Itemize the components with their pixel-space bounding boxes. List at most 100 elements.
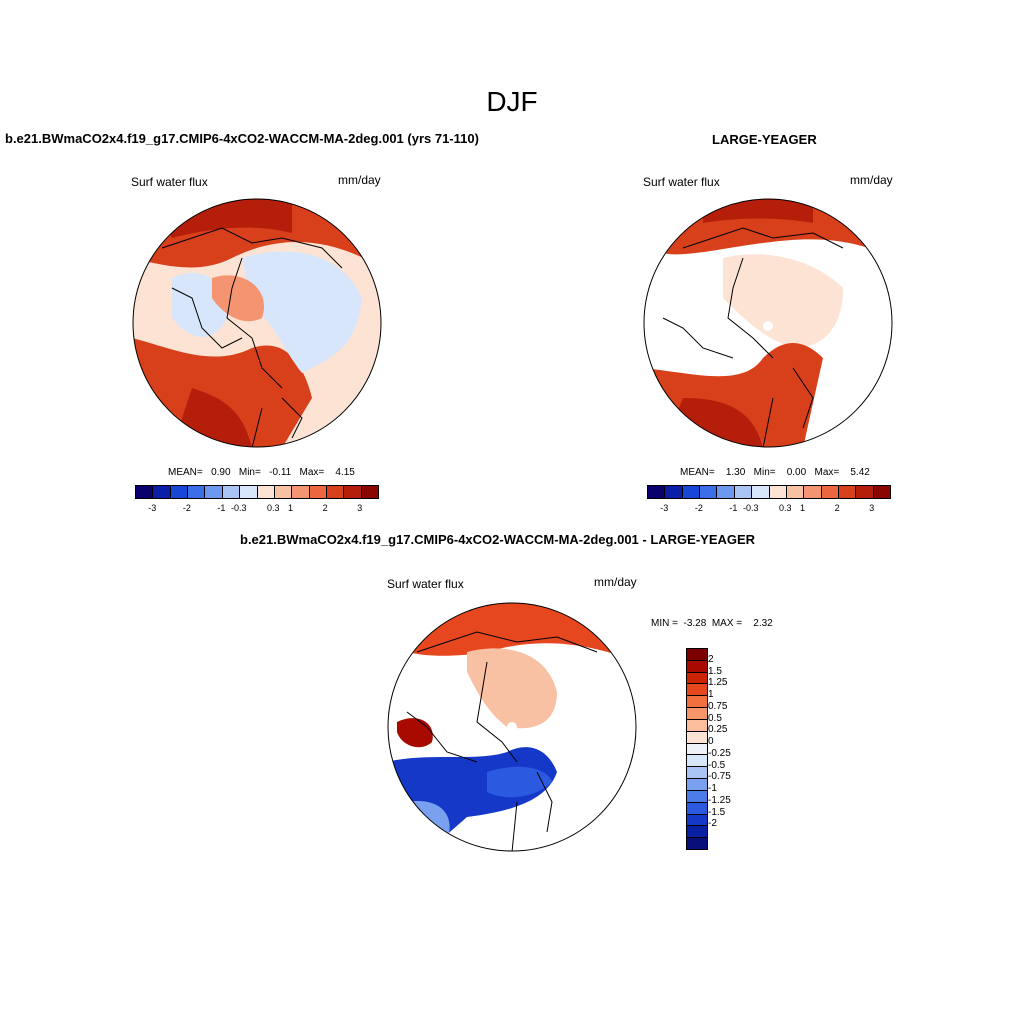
diff-colorbar-swatch	[687, 779, 707, 791]
model-colorbar	[135, 485, 379, 499]
diff-colorbar-swatch	[687, 708, 707, 720]
diff-colorbar-tick-label: -1.25	[708, 794, 731, 806]
diff-colorbar-swatch	[687, 719, 707, 732]
model-colorbar-tick-label: -1	[217, 503, 226, 513]
obs-colorbar-tick-label: -2	[694, 503, 703, 513]
obs-colorbar-swatch	[682, 486, 701, 498]
obs-colorbar-tick-label: 0.3	[779, 503, 792, 513]
diff-colorbar-swatch	[687, 743, 707, 756]
obs-arctic-light	[723, 254, 843, 348]
model-map	[132, 198, 382, 448]
diff-canada-peak	[397, 718, 433, 748]
diff-colorbar-tick-label: 0	[708, 736, 714, 748]
obs-colorbar-swatch	[786, 486, 805, 498]
diff-colorbar-swatch	[687, 790, 707, 803]
obs-coastline-greenland	[727, 257, 774, 359]
obs-colorbar-swatch	[873, 486, 891, 498]
obs-map	[643, 198, 893, 448]
obs-colorbar-swatch	[821, 486, 839, 498]
diff-colorbar-swatch	[687, 755, 707, 768]
diff-colorbar-swatch	[687, 826, 707, 839]
diff-colorbar-tick-label: 0.5	[708, 712, 722, 724]
diff-colorbar-swatch	[687, 802, 707, 815]
diff-coastline-north	[416, 631, 598, 653]
model-colorbar-swatch	[153, 486, 171, 498]
model-colorbar-swatch	[222, 486, 241, 498]
diff-colorbar-swatch	[687, 731, 707, 744]
obs-coastline-north	[682, 227, 844, 249]
diff-colorbar-tick-label: -1	[708, 783, 717, 795]
obs-colorbar-tick-label: -3	[660, 503, 669, 513]
obs-colorbar-swatch	[856, 486, 874, 498]
diff-colorbar-tick-label: -2	[708, 818, 717, 830]
model-colorbar-swatch	[344, 486, 362, 498]
model-colorbar-tick-label: -0.3	[230, 503, 247, 513]
diff-colorbar-tick-label: -1.5	[708, 806, 726, 818]
diff-colorbar-swatch	[687, 684, 707, 697]
model-colorbar-swatch	[361, 486, 379, 498]
obs-variable-label: Surf water flux	[643, 175, 720, 189]
diff-colorbar-tick-label: 1	[708, 689, 714, 701]
obs-colorbar-tick-label: -1	[729, 503, 738, 513]
diff-map	[387, 602, 637, 852]
diff-colorbar-tick-label: -0.75	[708, 771, 731, 783]
diff-colorbar-tick-label: 2	[708, 653, 714, 665]
obs-colorbar-swatch	[769, 486, 787, 498]
obs-stats: MEAN= 1.30 Min= 0.00 Max= 5.42	[680, 467, 870, 478]
model-colorbar-swatch	[292, 486, 310, 498]
model-panel-title: b.e21.BWmaCO2x4.f19_g17.CMIP6-4xCO2-WACC…	[5, 131, 479, 146]
obs-panel-title: LARGE-YEAGER	[712, 132, 817, 147]
obs-colorbar-swatch	[804, 486, 822, 498]
diff-colorbar-tick-label: -0.5	[708, 759, 726, 771]
model-colorbar-swatch	[136, 486, 154, 498]
obs-colorbar	[647, 485, 891, 499]
model-colorbar-swatch	[309, 486, 327, 498]
diff-atlantic-negative-core	[487, 766, 552, 798]
obs-colorbar-ticks: -3 -2 -1 -0.3 0.3 1 2 3	[647, 503, 889, 515]
diff-colorbar-swatch	[687, 767, 707, 780]
obs-colorbar-swatch	[717, 486, 735, 498]
diff-colorbar	[686, 648, 708, 850]
obs-colorbar-swatch	[752, 486, 770, 498]
obs-units-label: mm/day	[850, 173, 893, 187]
diff-colorbar-swatch	[687, 672, 707, 685]
obs-coastline-europe	[762, 367, 814, 447]
model-colorbar-tick-label: -3	[148, 503, 157, 513]
diff-colorbar-ticks: 2 1.5 1.25 1 0.75 0.5 0.25 0 -0.25 -0.5 -0.75 -1 -1.…	[708, 648, 758, 848]
model-colorbar-ticks: -3 -2 -1 -0.3 0.3 1 2 3	[135, 503, 377, 515]
model-coastline-europe	[251, 397, 303, 447]
obs-colorbar-tick-label: 2	[834, 503, 840, 513]
diff-colorbar-swatch	[687, 814, 707, 827]
diff-colorbar-tick-label: 0.25	[708, 724, 728, 736]
model-central-high	[212, 275, 264, 322]
model-map-border	[132, 198, 382, 448]
model-units-label: mm/day	[338, 173, 381, 187]
diff-coastline-greenland	[476, 661, 518, 763]
model-variable-label: Surf water flux	[131, 175, 208, 189]
model-colorbar-tick-label: 2	[322, 503, 328, 513]
diff-variable-label: Surf water flux	[387, 577, 464, 591]
model-coastline-greenland	[226, 257, 283, 389]
model-colorbar-swatch	[274, 486, 293, 498]
diff-colorbar-tick-label: 1.5	[708, 665, 722, 677]
model-coastline-canada	[171, 287, 243, 349]
obs-colorbar-swatch	[734, 486, 753, 498]
model-colorbar-tick-label: 1	[288, 503, 294, 513]
diff-map-border	[387, 602, 637, 852]
obs-coastline-canada	[662, 317, 734, 359]
model-colorbar-swatch	[188, 486, 206, 498]
main-title: DJF	[486, 86, 538, 117]
obs-colorbar-swatch	[838, 486, 857, 498]
diff-pole-hole	[507, 722, 517, 732]
model-stats: MEAN= 0.90 Min= -0.11 Max= 4.15	[168, 467, 355, 478]
diff-coastline-canada	[406, 711, 478, 763]
diff-stats: MIN = -3.28 MAX = 2.32	[651, 618, 773, 629]
model-colorbar-tick-label: 0.3	[267, 503, 280, 513]
diff-colorbar-tick-label: 1.25	[708, 677, 728, 689]
model-coastline-north	[161, 227, 343, 269]
obs-pole-hole	[763, 321, 773, 331]
model-arctic-low	[242, 251, 362, 373]
obs-colorbar-swatch	[648, 486, 666, 498]
model-colorbar-tick-label: 3	[357, 503, 363, 513]
obs-colorbar-swatch	[665, 486, 683, 498]
